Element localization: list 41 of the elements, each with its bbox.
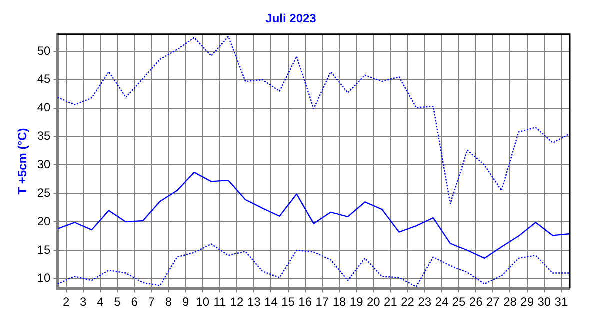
x-tick-label: 4: [97, 295, 104, 310]
y-tick-label: 30: [37, 158, 52, 172]
x-tick-label: 3: [80, 295, 88, 310]
x-tick-label: 23: [418, 295, 432, 310]
y-tick-label: 20: [37, 214, 52, 228]
x-tick-label: 30: [538, 295, 552, 310]
x-tick-label: 21: [384, 295, 398, 310]
x-tick-label: 13: [247, 295, 262, 310]
y-tick-label: 35: [37, 129, 52, 144]
y-tick-label: 45: [37, 72, 52, 86]
x-tick-label: 29: [520, 295, 534, 310]
y-tick-label: 50: [37, 44, 52, 58]
chart-title: Juli 2023: [266, 12, 317, 26]
y-tick-label: 10: [37, 271, 52, 286]
y-tick-label: 25: [37, 186, 52, 200]
x-tick-label: 17: [316, 295, 330, 310]
x-tick-label: 31: [554, 295, 568, 310]
x-tick-label: 14: [264, 295, 278, 310]
x-tick-label: 18: [332, 295, 346, 310]
y-axis-title: T +5cm (°C): [16, 128, 30, 195]
x-tick-label: 20: [366, 295, 381, 310]
x-tick-label: 2: [62, 295, 70, 310]
y-tick-label: 40: [37, 100, 52, 115]
x-tick-label: 24: [435, 295, 449, 310]
x-tick-label: 12: [230, 295, 244, 310]
x-tick-label: 5: [114, 295, 122, 310]
x-tick-label: 28: [504, 295, 518, 310]
x-tick-label: 8: [165, 295, 172, 310]
x-tick-label: 15: [282, 295, 296, 310]
x-tick-label: 6: [131, 295, 138, 310]
x-tick-label: 11: [214, 295, 227, 310]
x-tick-label: 25: [452, 295, 466, 310]
x-tick-label: 26: [469, 295, 484, 310]
x-tick-label: 10: [196, 295, 210, 310]
x-tick-label: 16: [298, 295, 312, 310]
x-tick-label: 27: [486, 295, 500, 310]
x-tick-label: 19: [350, 295, 364, 310]
y-tick-label: 15: [37, 242, 52, 257]
x-tick-label: 22: [401, 295, 415, 310]
x-tick-label: 7: [148, 295, 156, 310]
x-tick-label: 9: [182, 295, 190, 310]
